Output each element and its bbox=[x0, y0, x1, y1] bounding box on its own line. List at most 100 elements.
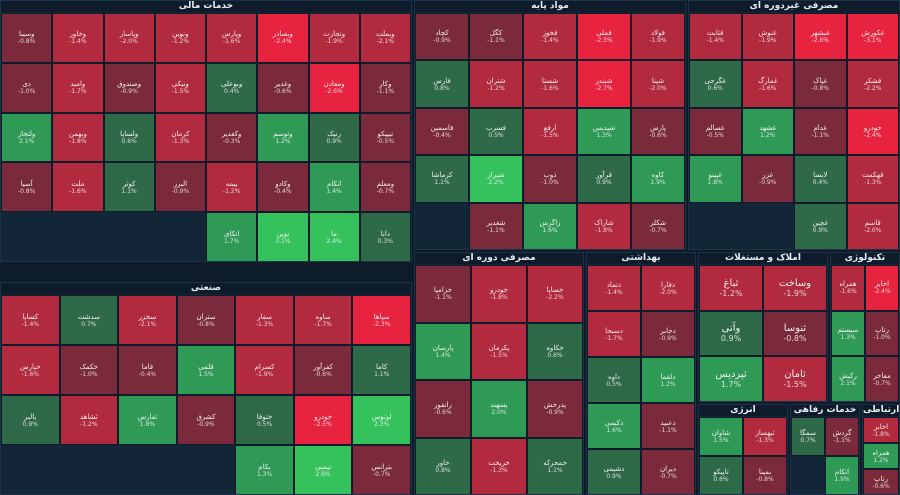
sector-title[interactable]: مصرفی غیردوره ای bbox=[689, 1, 899, 12]
stock-tile[interactable]: کوثر 1.1% bbox=[103, 162, 155, 213]
stock-tile[interactable]: رنیک 0.9% bbox=[308, 112, 360, 163]
stock-tile[interactable]: فاما -0.4% bbox=[118, 345, 177, 395]
stock-tile[interactable]: دعبید -1.1% bbox=[641, 403, 695, 449]
stock-tile[interactable]: شکلر -0.7% bbox=[631, 202, 685, 249]
stock-tile[interactable]: ونوین -1.2% bbox=[154, 13, 206, 63]
stock-tile[interactable]: غگرجی 0.6% bbox=[689, 60, 742, 108]
stock-tile[interactable]: رکیش 2.1% bbox=[831, 356, 865, 401]
stock-tile[interactable]: شبندر -2.7% bbox=[577, 60, 631, 108]
stock-tile[interactable]: ونیکی -1.5% bbox=[154, 62, 206, 113]
stock-tile[interactable]: شتران -1.2% bbox=[469, 60, 523, 108]
stock-tile[interactable]: اخابر -1.8% bbox=[863, 417, 899, 443]
stock-tile[interactable]: دشیمی 0.9% bbox=[587, 449, 641, 494]
stock-tile[interactable]: شاراک -1.8% bbox=[577, 202, 631, 249]
stock-tile[interactable]: پدرخش -0.9% bbox=[527, 380, 583, 438]
stock-tile[interactable]: شاوان 1.5% bbox=[699, 417, 743, 456]
stock-tile[interactable]: کفرآور -0.6% bbox=[293, 345, 353, 395]
stock-tile[interactable]: شستا -1.6% bbox=[523, 60, 577, 108]
stock-tile[interactable]: وآتی 0.9% bbox=[699, 310, 763, 357]
sector-title[interactable]: خدمات رفاهی bbox=[791, 405, 859, 416]
stock-tile[interactable]: فملی -2.3% bbox=[577, 13, 631, 61]
stock-tile[interactable]: آسیا -0.8% bbox=[1, 162, 53, 213]
stock-tile[interactable]: خکاوه 0.6% bbox=[527, 322, 583, 380]
stock-tile[interactable]: غشهد 1.2% bbox=[741, 107, 794, 156]
stock-tile[interactable]: سفار -1.3% bbox=[235, 295, 294, 345]
stock-tile[interactable]: ولساپا 0.6% bbox=[103, 112, 155, 163]
stock-tile[interactable]: ثامان -1.5% bbox=[763, 356, 827, 401]
stock-tile[interactable]: خمحرکه 1.1% bbox=[527, 437, 583, 494]
stock-tile[interactable]: وصندوق -0.9% bbox=[103, 62, 155, 113]
stock-tile[interactable]: کشرق -0.9% bbox=[176, 395, 236, 445]
stock-tile[interactable]: دفارا -2.0% bbox=[641, 265, 695, 311]
stock-tile[interactable]: خریخت -1.3% bbox=[471, 437, 527, 494]
stock-tile[interactable]: فولاد -1.9% bbox=[631, 13, 685, 61]
sector-title[interactable]: صنعتی bbox=[1, 283, 411, 294]
stock-tile[interactable]: خزامیا -1.1% bbox=[415, 265, 471, 323]
stock-tile[interactable]: البرز -0.9% bbox=[154, 162, 206, 213]
stock-tile[interactable]: پسهند 2.0% bbox=[471, 380, 527, 438]
stock-tile[interactable]: وکغدیر -0.3% bbox=[206, 112, 258, 163]
stock-tile[interactable]: کاوه 1.9% bbox=[631, 155, 685, 203]
stock-tile[interactable]: فرآور 0.9% bbox=[577, 155, 631, 203]
stock-tile[interactable]: ثنوسا -0.8% bbox=[763, 310, 827, 357]
stock-tile[interactable]: فخوز -1.4% bbox=[523, 13, 577, 61]
stock-tile[interactable]: ثبهساز -1.3% bbox=[743, 417, 787, 456]
sector-title[interactable]: مصرفی دوره ای bbox=[415, 253, 583, 264]
stock-tile[interactable]: وسینا -0.8% bbox=[1, 13, 53, 63]
stock-tile[interactable]: ومعادن -2.6% bbox=[308, 62, 360, 113]
stock-tile[interactable]: ملت -1.6% bbox=[52, 162, 104, 213]
stock-tile[interactable]: وبصادر -2.4% bbox=[257, 13, 309, 63]
stock-tile[interactable]: شیراز 2.2% bbox=[469, 155, 523, 203]
stock-tile[interactable]: ذوب -1.0% bbox=[523, 155, 577, 203]
stock-tile[interactable]: کچاد -0.9% bbox=[415, 13, 469, 61]
stock-tile[interactable]: قاسم -2.0% bbox=[846, 202, 899, 249]
stock-tile[interactable]: خپارس -1.6% bbox=[1, 345, 60, 395]
stock-tile[interactable]: بیمه -1.2% bbox=[206, 162, 258, 213]
stock-tile[interactable]: وخاور -1.4% bbox=[52, 13, 104, 63]
sector-title[interactable]: ارتباطی bbox=[863, 405, 899, 416]
stock-tile[interactable]: وتوسم 1.2% bbox=[257, 112, 309, 163]
stock-tile[interactable]: نوین 3.1% bbox=[257, 212, 309, 261]
stock-tile[interactable]: لابسا 0.4% bbox=[794, 155, 847, 203]
stock-tile[interactable]: سخزر -2.1% bbox=[118, 295, 177, 345]
stock-tile[interactable]: اتکای 1.7% bbox=[206, 212, 258, 261]
stock-tile[interactable]: بکام 1.3% bbox=[235, 445, 294, 494]
stock-tile[interactable]: تیپیکو -0.5% bbox=[359, 112, 411, 163]
stock-tile[interactable]: کساپا -1.4% bbox=[1, 295, 60, 345]
stock-tile[interactable]: غکورش -3.1% bbox=[846, 13, 899, 61]
stock-tile[interactable]: مفاخر -0.7% bbox=[865, 356, 899, 401]
stock-tile[interactable]: وبملت -2.1% bbox=[359, 13, 411, 63]
stock-tile[interactable]: دانا 0.3% bbox=[359, 212, 411, 261]
stock-tile[interactable]: اخابر -2.4% bbox=[865, 265, 899, 311]
stock-tile[interactable]: وتجارت -1.9% bbox=[308, 13, 360, 63]
stock-tile[interactable]: گردش -1.1% bbox=[825, 417, 859, 456]
stock-tile[interactable]: خودرو -1.8% bbox=[471, 265, 527, 323]
stock-tile[interactable]: همراه -1.6% bbox=[831, 265, 865, 311]
stock-tile[interactable]: غپاک -0.8% bbox=[794, 60, 847, 108]
stock-tile[interactable]: غدام -1.1% bbox=[794, 107, 847, 156]
stock-tile[interactable]: دی -1.0% bbox=[1, 62, 53, 113]
stock-tile[interactable]: غسالم -0.5% bbox=[689, 107, 742, 156]
sector-title[interactable]: تکنولوژی bbox=[831, 253, 899, 264]
stock-tile[interactable]: قلمی 1.5% bbox=[176, 345, 236, 395]
sector-title[interactable]: مواد پایه bbox=[415, 1, 685, 12]
stock-tile[interactable]: ساوه -1.7% bbox=[293, 295, 353, 345]
stock-tile[interactable]: بالبر 0.9% bbox=[1, 395, 60, 445]
sector-title[interactable]: خدمات مالی bbox=[1, 1, 411, 12]
stock-tile[interactable]: خودرو -2.4% bbox=[846, 107, 899, 156]
stock-tile[interactable]: سپاها -2.3% bbox=[352, 295, 411, 345]
stock-tile[interactable]: فسرب 0.5% bbox=[469, 107, 523, 156]
stock-tile[interactable]: سدشت 0.7% bbox=[59, 295, 119, 345]
stock-tile[interactable]: کگل -1.1% bbox=[469, 13, 523, 61]
stock-tile[interactable]: شپنا -2.0% bbox=[631, 60, 685, 108]
stock-tile[interactable]: ختوقا 0.5% bbox=[235, 395, 294, 445]
stock-tile[interactable]: خساپا -2.2% bbox=[527, 265, 583, 323]
stock-tile[interactable]: همراه 1.2% bbox=[863, 443, 899, 469]
stock-tile[interactable]: وامید -1.7% bbox=[52, 62, 104, 113]
stock-tile[interactable]: دیران -0.7% bbox=[641, 449, 695, 494]
stock-tile[interactable]: ثباغ -1.2% bbox=[699, 265, 763, 311]
stock-tile[interactable]: قثابت -1.4% bbox=[689, 13, 742, 61]
stock-tile[interactable]: دجابر -0.9% bbox=[641, 311, 695, 357]
stock-tile[interactable]: لوتوس 2.3% bbox=[352, 395, 411, 445]
stock-tile[interactable]: دکیمی 1.6% bbox=[587, 403, 641, 449]
